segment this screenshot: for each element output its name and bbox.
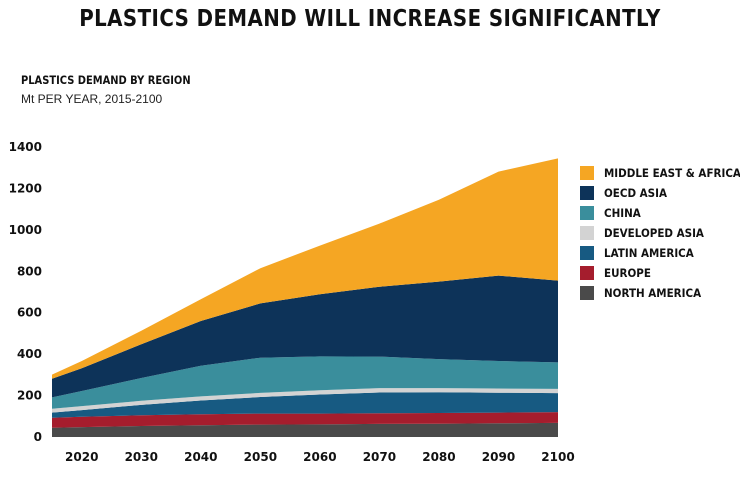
x-tick-label: 2060 xyxy=(303,450,336,464)
units-label: Mt PER YEAR, 2015-2100 xyxy=(21,92,163,106)
legend-label: DEVELOPED ASIA xyxy=(604,226,704,240)
y-tick-label: 400 xyxy=(17,347,42,361)
legend-item: LATIN AMERICA xyxy=(580,246,704,260)
legend-item: NORTH AMERICA xyxy=(580,286,712,300)
legend-swatch xyxy=(580,266,594,280)
legend-item: EUROPE xyxy=(580,266,656,280)
legend-swatch xyxy=(580,226,594,240)
x-tick-label: 2090 xyxy=(482,450,515,464)
area-oecd-asia xyxy=(52,275,558,398)
x-tick-label: 2080 xyxy=(422,450,455,464)
y-tick-label: 1400 xyxy=(9,140,42,154)
chart-subtitle: PLASTICS DEMAND BY REGION xyxy=(21,73,191,87)
legend-swatch xyxy=(580,246,594,260)
y-tick-label: 0 xyxy=(34,430,42,444)
legend-swatch xyxy=(580,186,594,200)
legend-label: EUROPE xyxy=(604,266,651,280)
legend-item: OECD ASIA xyxy=(580,186,674,200)
chart-areas xyxy=(52,158,558,437)
y-tick-label: 200 xyxy=(17,389,42,403)
legend-item: CHINA xyxy=(580,206,645,220)
chart-title: PLASTICS DEMAND WILL INCREASE SIGNIFICAN… xyxy=(79,6,661,32)
legend-label: MIDDLE EAST & AFRICA xyxy=(604,166,740,180)
y-tick-label: 600 xyxy=(17,306,42,320)
legend-label: CHINA xyxy=(604,206,641,220)
area-china xyxy=(52,356,558,409)
x-tick-label: 2020 xyxy=(65,450,98,464)
x-tick-label: 2030 xyxy=(125,450,158,464)
legend-swatch xyxy=(580,206,594,220)
y-tick-label: 1200 xyxy=(9,181,42,195)
area-developed-asia xyxy=(52,388,558,413)
x-tick-label: 2050 xyxy=(244,450,277,464)
x-tick-label: 2070 xyxy=(363,450,396,464)
legend-swatch xyxy=(580,166,594,180)
y-axis-ticks: 0 200 400 600 800 1000 1200 1400 xyxy=(9,140,42,444)
y-tick-label: 1000 xyxy=(9,223,42,237)
legend-item: DEVELOPED ASIA xyxy=(580,226,715,240)
area-middle-east-africa xyxy=(52,158,558,379)
legend-label: OECD ASIA xyxy=(604,186,667,200)
y-tick-label: 800 xyxy=(17,264,42,278)
legend-item: MIDDLE EAST & AFRICA xyxy=(580,166,740,180)
area-north-america xyxy=(52,422,558,437)
legend-label: NORTH AMERICA xyxy=(604,286,702,300)
x-tick-label: 2040 xyxy=(184,450,217,464)
legend-label: LATIN AMERICA xyxy=(604,246,694,260)
area-europe xyxy=(52,412,558,428)
x-axis-ticks: 2020 2030 2040 2050 2060 2070 2080 2090 2100 xyxy=(65,450,575,464)
legend-swatch xyxy=(580,286,594,300)
x-tick-label: 2100 xyxy=(541,450,574,464)
area-latin-america xyxy=(52,392,558,418)
